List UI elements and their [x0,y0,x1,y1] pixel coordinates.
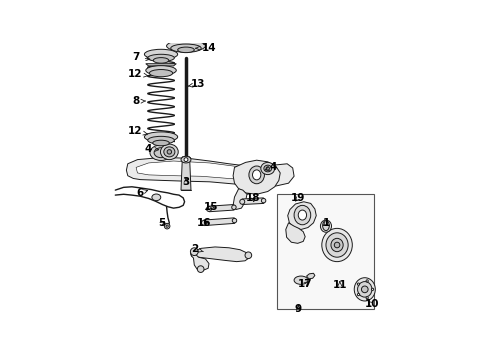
Text: 13: 13 [188,79,206,89]
Text: 1: 1 [323,218,330,228]
Ellipse shape [146,66,176,75]
Ellipse shape [154,148,168,158]
Text: 7: 7 [132,52,150,62]
Circle shape [232,205,236,210]
Circle shape [201,220,206,225]
Circle shape [206,207,212,211]
Text: 3: 3 [182,177,190,187]
Text: 14: 14 [196,43,216,53]
Text: 4: 4 [145,144,159,154]
Circle shape [240,199,245,204]
Polygon shape [146,64,176,66]
Polygon shape [290,196,312,203]
Text: 4: 4 [265,162,276,172]
Circle shape [309,197,314,201]
Circle shape [166,225,168,227]
Polygon shape [233,160,280,194]
Ellipse shape [152,194,161,201]
Ellipse shape [322,221,329,231]
Text: 2: 2 [191,244,203,254]
Ellipse shape [331,238,343,252]
Circle shape [371,288,374,291]
Circle shape [191,248,198,256]
Ellipse shape [145,49,178,59]
Text: 11: 11 [333,280,347,290]
Text: 18: 18 [246,193,261,203]
Ellipse shape [261,162,275,175]
Ellipse shape [167,150,171,154]
Polygon shape [233,189,247,210]
Polygon shape [288,202,316,229]
Ellipse shape [266,167,270,170]
Circle shape [357,293,360,296]
Ellipse shape [153,140,170,146]
Text: 16: 16 [197,218,211,228]
Text: 15: 15 [204,202,218,212]
Circle shape [184,158,188,162]
Circle shape [366,280,368,282]
Bar [277,194,374,309]
Text: 8: 8 [132,96,146,107]
Polygon shape [307,273,315,279]
Text: 9: 9 [294,304,302,314]
Circle shape [288,198,293,203]
Ellipse shape [326,233,348,257]
Ellipse shape [149,69,172,77]
Polygon shape [126,157,294,186]
Text: 19: 19 [291,193,305,203]
Circle shape [261,198,266,203]
Text: 5: 5 [158,219,166,228]
Polygon shape [242,198,264,204]
Ellipse shape [294,276,308,284]
Ellipse shape [294,205,311,225]
Circle shape [366,297,368,299]
Circle shape [197,266,204,273]
Ellipse shape [164,147,175,157]
Ellipse shape [320,220,332,232]
Ellipse shape [252,170,261,180]
Polygon shape [204,218,235,226]
Text: 6: 6 [136,188,147,198]
Polygon shape [209,204,234,212]
Ellipse shape [150,145,172,161]
Ellipse shape [298,210,307,220]
Text: 12: 12 [127,69,148,79]
Text: 12: 12 [127,126,147,136]
Ellipse shape [167,40,205,51]
Ellipse shape [153,58,169,63]
Polygon shape [136,161,276,180]
Ellipse shape [145,132,178,142]
Polygon shape [191,247,249,262]
Ellipse shape [362,286,368,293]
Ellipse shape [161,144,178,159]
Polygon shape [191,252,209,270]
Ellipse shape [334,242,340,248]
Ellipse shape [354,278,375,301]
Ellipse shape [249,166,265,184]
Ellipse shape [147,136,174,144]
Text: 10: 10 [365,299,379,309]
Ellipse shape [322,228,352,262]
Circle shape [245,252,252,258]
Ellipse shape [264,165,271,172]
Polygon shape [181,157,191,190]
Polygon shape [286,223,305,243]
Text: 17: 17 [298,279,313,289]
Ellipse shape [358,282,372,297]
Ellipse shape [147,54,174,62]
Circle shape [232,219,237,223]
Ellipse shape [181,156,191,163]
Circle shape [357,283,360,285]
Ellipse shape [171,44,201,52]
Ellipse shape [178,47,195,53]
Circle shape [164,223,170,229]
Ellipse shape [323,223,329,229]
